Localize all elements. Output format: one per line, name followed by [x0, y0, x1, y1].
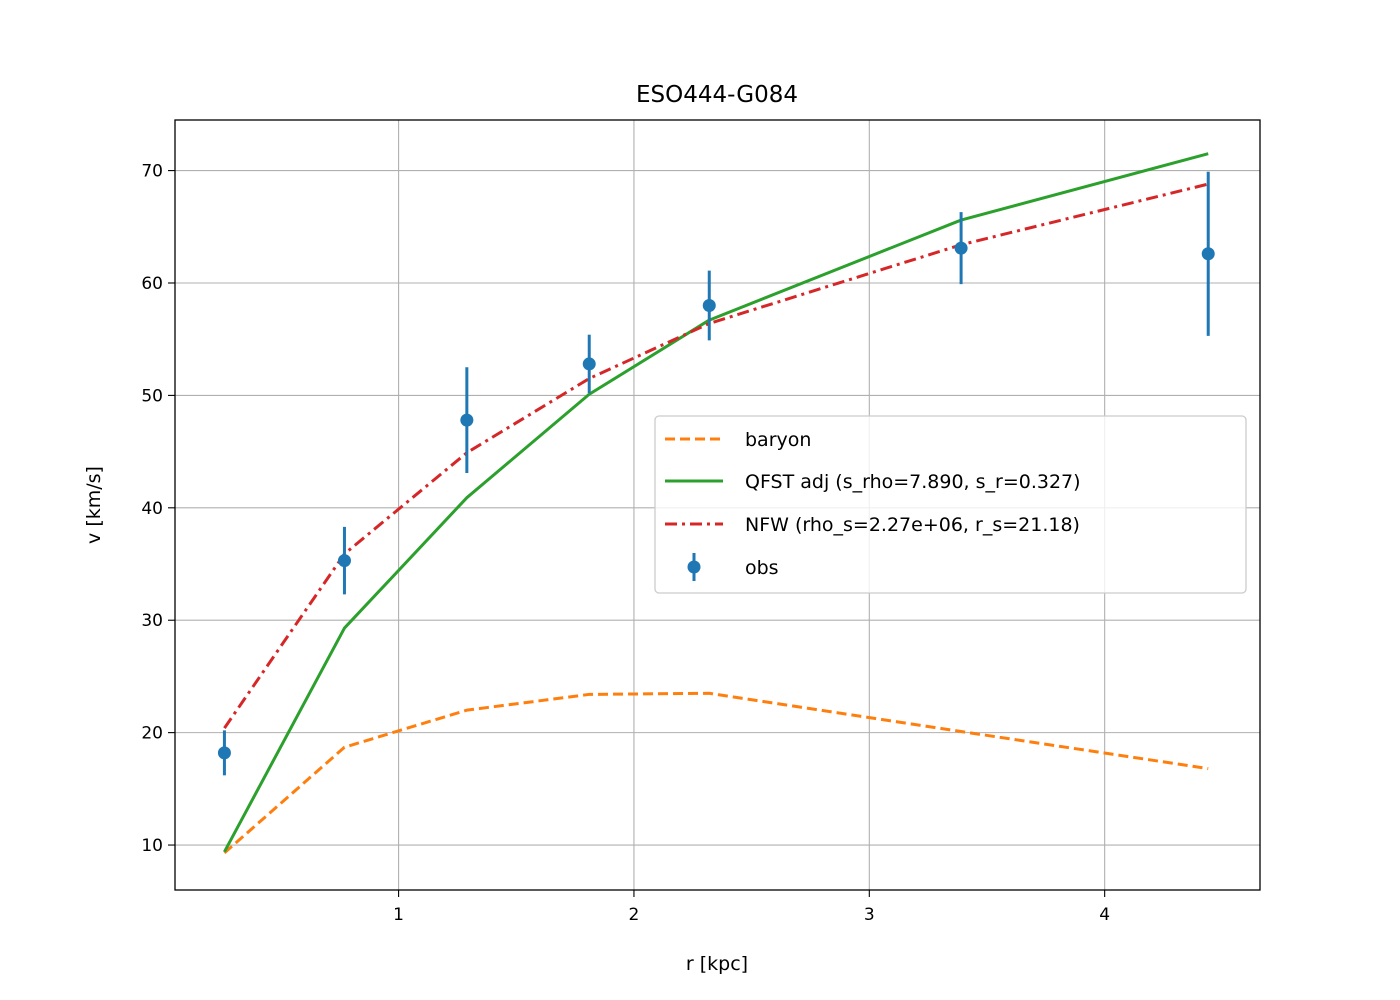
legend-swatch-obs-marker [687, 560, 701, 574]
legend-label-baryon: baryon [745, 429, 811, 451]
y-tick-label: 50 [141, 386, 163, 406]
y-tick-label: 30 [141, 611, 163, 631]
observation-points [217, 171, 1215, 776]
x-tick-label: 4 [1099, 905, 1110, 925]
obs-point [460, 413, 474, 427]
obs-point [1201, 247, 1215, 261]
y-tick-label: 20 [141, 724, 163, 744]
legend-box [654, 415, 1247, 594]
chart-title: ESO444-G084 [636, 82, 798, 108]
obs-point [582, 357, 596, 371]
x-tick-label: 2 [629, 905, 640, 925]
grid-lines [175, 120, 1260, 890]
x-tick-label: 1 [393, 905, 404, 925]
legend-label-nfw: NFW (rho_s=2.27e+06, r_s=21.18) [745, 514, 1080, 536]
y-tick-label: 10 [141, 836, 163, 856]
obs-point [217, 746, 231, 760]
legend-label-obs: obs [745, 557, 779, 579]
legend: baryon QFST adj (s_rho=7.890, s_r=0.327)… [654, 415, 1247, 594]
obs-point [337, 554, 351, 568]
y-tick-label: 40 [141, 499, 163, 519]
x-axis-label: r [kpc] [686, 953, 748, 975]
y-axis-label: v [km/s] [83, 466, 105, 544]
axis-ticks: 1 2 3 4 10 20 30 40 50 60 70 [141, 162, 1110, 925]
obs-point [702, 298, 716, 312]
obs-point [954, 241, 968, 255]
baryon-line [223, 691, 1209, 855]
legend-label-qfst: QFST adj (s_rho=7.890, s_r=0.327) [745, 471, 1081, 493]
plot-frame [174, 119, 1261, 891]
x-tick-label: 3 [864, 905, 875, 925]
y-tick-label: 70 [141, 162, 163, 182]
y-tick-label: 60 [141, 274, 163, 294]
